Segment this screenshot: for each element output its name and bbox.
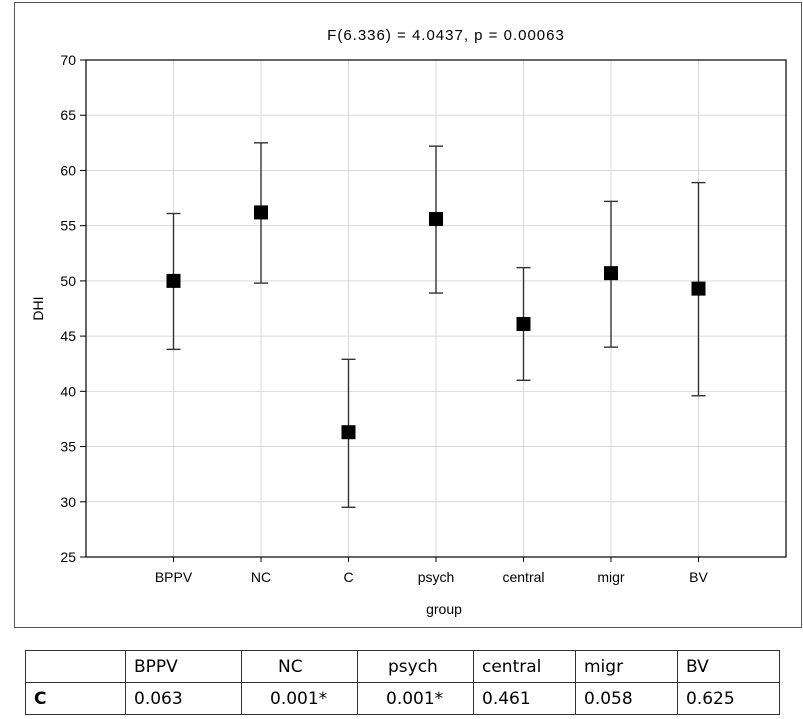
y-axis-title: DHI <box>30 296 46 320</box>
table-cell: 0.001* <box>357 682 474 715</box>
data-point-marker <box>166 273 181 288</box>
column-header-migr: migr <box>575 650 678 683</box>
x-tick-label: NC <box>251 569 271 585</box>
y-tick-label: 40 <box>60 383 76 399</box>
x-tick-label: central <box>502 569 544 585</box>
x-tick-label: psych <box>418 569 455 585</box>
p-value-table: BPPV NC psych central migr BV C 0.063 0.… <box>25 650 780 715</box>
data-point-marker <box>429 212 443 227</box>
data-point-marker <box>691 281 706 296</box>
table-cell: 0.625 <box>677 682 780 715</box>
y-tick-label: 70 <box>60 52 76 68</box>
x-tick-label: C <box>343 569 353 585</box>
data-point-marker <box>254 205 268 220</box>
y-tick-label: 45 <box>60 328 76 344</box>
y-tick-label: 30 <box>60 494 76 510</box>
table-row: C 0.063 0.001* 0.001* 0.461 0.058 0.625 <box>25 682 780 715</box>
column-header-nc: NC <box>241 650 358 683</box>
y-tick-label: 65 <box>60 107 76 123</box>
column-header-bv: BV <box>677 650 780 683</box>
column-header-psych: psych <box>357 650 474 683</box>
table-corner-cell <box>25 650 126 683</box>
x-tick-label: BPPV <box>155 569 193 585</box>
column-header-central: central <box>473 650 576 683</box>
y-tick-label: 25 <box>60 549 76 565</box>
y-tick-label: 60 <box>60 162 76 178</box>
y-tick-label: 35 <box>60 439 76 455</box>
chart-title: F(6.336) = 4.0437, p = 0.00063 <box>327 27 565 44</box>
table-cell: 0.058 <box>575 682 678 715</box>
y-tick-label: 55 <box>60 218 76 234</box>
column-header-bppv: BPPV <box>125 650 242 683</box>
y-tick-label: 50 <box>60 273 76 289</box>
data-point-marker <box>341 425 356 440</box>
data-point-marker <box>604 266 618 281</box>
row-label-c: C <box>25 682 126 715</box>
x-tick-label: BV <box>689 569 708 585</box>
table-cell: 0.001* <box>241 682 358 715</box>
table-cell: 0.461 <box>473 682 576 715</box>
table-header-row: BPPV NC psych central migr BV <box>25 650 780 683</box>
data-point-marker <box>516 316 531 331</box>
table-cell: 0.063 <box>125 682 242 715</box>
x-tick-label: migr <box>597 569 625 585</box>
x-axis-title: group <box>426 601 462 617</box>
